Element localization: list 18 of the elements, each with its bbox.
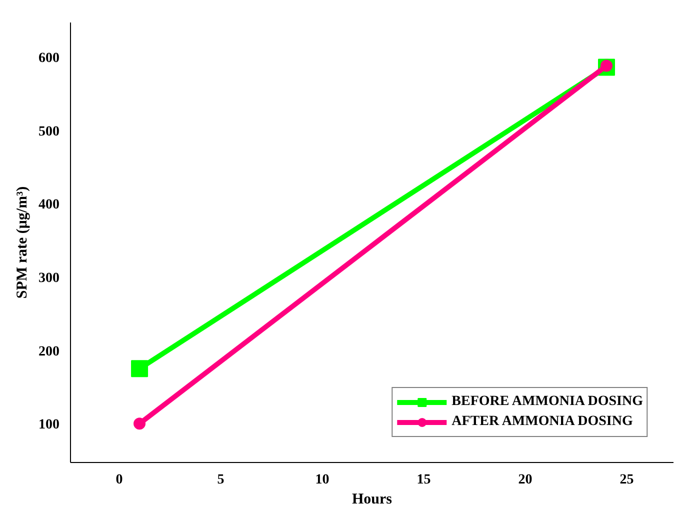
- x-tick-label: 25: [620, 472, 634, 488]
- y-tick-label: 600: [38, 50, 60, 66]
- point: [131, 360, 148, 378]
- x-axis-title: Hours: [352, 492, 392, 508]
- x-tick-label: 15: [416, 472, 431, 488]
- legend-label: BEFORE AMMONIA DOSING: [452, 394, 643, 410]
- point: [134, 418, 146, 430]
- legend-label: AFTER AMMONIA DOSING: [452, 414, 633, 430]
- x-tick-label: 10: [315, 472, 330, 488]
- y-tick-label: 500: [38, 124, 60, 140]
- x-tick-label: 0: [116, 472, 123, 488]
- x-tick-label: 20: [518, 472, 532, 488]
- y-tick-label: 400: [38, 198, 60, 213]
- y-tick-label: 300: [38, 270, 60, 286]
- y-axis-title: SPM rate (μg/m³): [14, 186, 30, 299]
- y-tick-label: 100: [38, 418, 60, 433]
- x-tick-label: 5: [217, 472, 224, 488]
- y-tick-label: 200: [38, 344, 60, 360]
